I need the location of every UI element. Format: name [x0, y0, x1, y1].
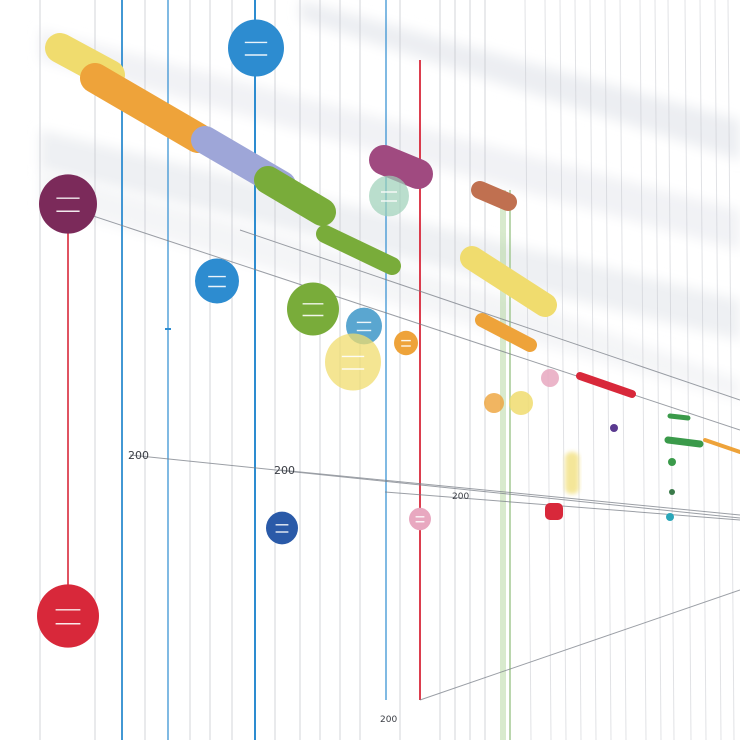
- marker-orange[interactable]: [394, 330, 418, 356]
- bar-red-right[interactable]: [576, 372, 636, 398]
- bar-green-lower[interactable]: [316, 225, 401, 275]
- marker-blue-top[interactable]: [228, 19, 284, 77]
- grid-line: [619, 0, 627, 741]
- grid-line: [667, 0, 675, 741]
- distant-markers: [484, 369, 740, 521]
- grid-line: [524, 0, 532, 741]
- grid-line: [684, 0, 692, 741]
- axis-label-3: 200: [452, 492, 469, 502]
- marker-distant-darkgreen[interactable]: [669, 489, 675, 495]
- marker-distant-violet[interactable]: [610, 424, 618, 432]
- bar-distant-orange[interactable]: [703, 438, 740, 454]
- marker-green[interactable]: [287, 282, 339, 336]
- grid-line: [699, 0, 707, 741]
- connector-line-4: [419, 589, 740, 701]
- marker-mint[interactable]: [369, 175, 409, 217]
- bar-distant-green-2[interactable]: [664, 436, 704, 448]
- marker-distant-green[interactable]: [668, 458, 676, 466]
- grid-line: [639, 0, 647, 741]
- marker-navy[interactable]: [266, 511, 298, 545]
- marker-distant-teal[interactable]: [666, 513, 674, 521]
- marker-yellow[interactable]: [325, 333, 381, 391]
- bar-magenta[interactable]: [369, 145, 433, 189]
- marker-blue-mid[interactable]: [195, 258, 239, 304]
- marker-distant-red[interactable]: [545, 503, 563, 520]
- timeline-bars: [45, 33, 636, 398]
- connector-line-6: [239, 229, 740, 401]
- connector-line-2: [279, 469, 740, 516]
- bar-yellow-right[interactable]: [460, 246, 557, 317]
- marker-red-bottom[interactable]: [37, 584, 99, 648]
- timeline-markers: [37, 19, 431, 648]
- axis-labels: 200 200 200 200: [128, 449, 469, 725]
- grid-line: [559, 0, 567, 741]
- axis-label-4: 200: [380, 715, 397, 725]
- bar-distant-green[interactable]: [667, 413, 691, 421]
- marker-distant-pink[interactable]: [541, 369, 559, 387]
- bar-brown[interactable]: [471, 181, 517, 211]
- bar-orange-right[interactable]: [475, 313, 537, 352]
- grid-line: [727, 0, 735, 741]
- connector-line-1: [129, 454, 740, 519]
- marker-plum[interactable]: [39, 174, 97, 234]
- grid-line: [604, 0, 612, 741]
- grid-line: [714, 0, 722, 741]
- bar-orange[interactable]: [80, 63, 213, 153]
- axis-label-2: 200: [274, 464, 295, 477]
- marker-distant-yellow-2[interactable]: [509, 391, 533, 415]
- axis-label-1: 200: [128, 449, 149, 462]
- background-bands: [40, 0, 740, 400]
- marker-distant-yellow[interactable]: [565, 452, 579, 494]
- grid-line: [589, 0, 597, 741]
- marker-distant-orange[interactable]: [484, 393, 504, 413]
- grid-line: [574, 0, 582, 741]
- bar-green[interactable]: [254, 166, 336, 226]
- grid-line: [654, 0, 662, 741]
- marker-pink[interactable]: [409, 507, 431, 531]
